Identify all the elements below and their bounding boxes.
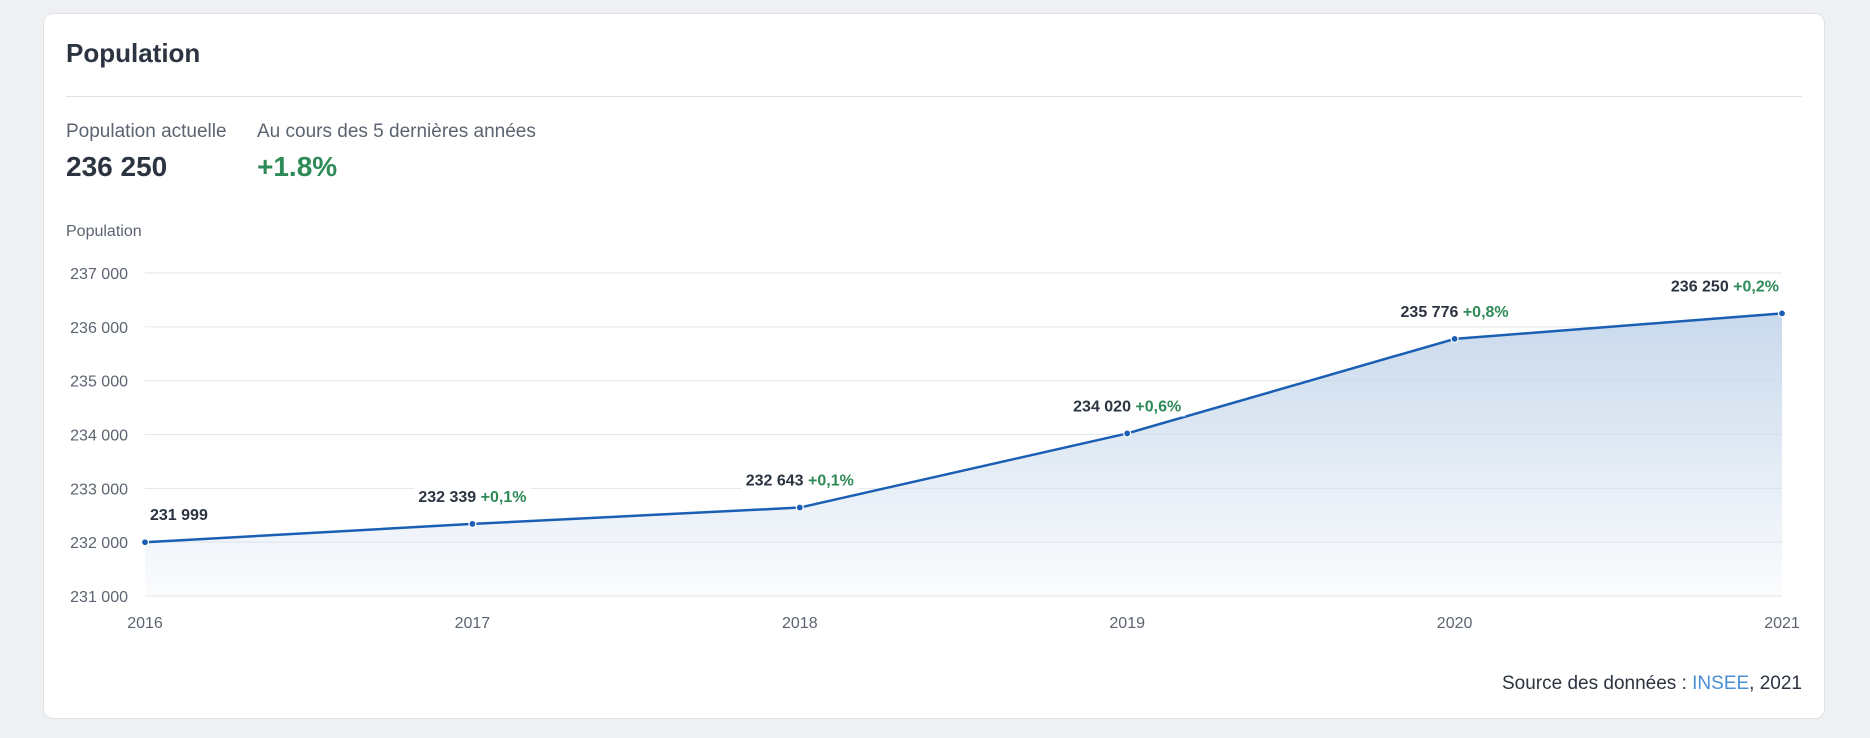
data-label-change: +0,1% <box>804 473 854 490</box>
y-tick-label: 232 000 <box>70 535 128 552</box>
series-line <box>144 312 1783 544</box>
data-label-change: +0,8% <box>1458 304 1508 321</box>
x-tick-label: 2017 <box>455 615 491 632</box>
x-tick-label: 2016 <box>127 615 163 632</box>
five-year-trend-value: +1.8% <box>257 151 338 182</box>
data-point <box>1450 334 1459 343</box>
data-source: Source des données : INSEE, 2021 <box>1502 673 1802 695</box>
current-population-stat: Population actuelle 236 250 <box>66 121 227 183</box>
y-axis-title: Population <box>66 223 142 240</box>
x-tick-label: 2020 <box>1437 615 1473 632</box>
data-label: 231 999 <box>150 507 208 524</box>
data-label-change: +0,1% <box>476 489 526 506</box>
current-population-label: Population actuelle <box>66 121 227 142</box>
data-point <box>140 538 150 547</box>
source-prefix: Source des données : <box>1502 673 1687 694</box>
data-label-value: 232 643 <box>746 473 804 490</box>
data-label: 232 339 +0,1% <box>418 489 526 506</box>
data-label-background <box>1666 277 1783 297</box>
data-label-value: 231 999 <box>150 507 208 524</box>
x-tick-label: 2021 <box>1764 615 1800 632</box>
y-tick-label: 236 000 <box>70 320 128 337</box>
data-label-background <box>414 487 531 507</box>
data-point <box>795 503 804 512</box>
source-suffix: , 2021 <box>1749 673 1802 694</box>
data-label-value: 235 776 <box>1401 304 1459 321</box>
data-label-change: +0,2% <box>1729 278 1779 295</box>
data-point <box>1777 309 1787 318</box>
five-year-trend-label: Au cours des 5 dernières années <box>257 121 536 142</box>
data-label: 234 020 +0,6% <box>1073 398 1181 415</box>
y-tick-label: 231 000 <box>70 589 128 606</box>
data-label-change: +0,6% <box>1131 398 1181 415</box>
card-title: Population <box>66 38 201 68</box>
data-label: 236 250 +0,2% <box>1671 278 1779 295</box>
x-tick-label: 2018 <box>782 615 818 632</box>
y-tick-label: 237 000 <box>70 266 128 283</box>
data-label-value: 232 339 <box>418 489 476 506</box>
insee-link[interactable]: INSEE <box>1692 673 1750 694</box>
data-label-value: 234 020 <box>1073 398 1131 415</box>
y-tick-label: 234 000 <box>70 428 128 445</box>
five-year-trend-stat: Au cours des 5 dernières années +1.8% <box>257 121 536 183</box>
data-point <box>1123 429 1132 438</box>
data-label: 232 643 +0,1% <box>746 473 854 490</box>
data-label-value: 236 250 <box>1671 278 1729 295</box>
y-tick-label: 233 000 <box>70 481 128 498</box>
data-label-background <box>1396 302 1513 322</box>
current-population-value: 236 250 <box>66 151 168 182</box>
series-area <box>145 313 1782 596</box>
y-tick-label: 235 000 <box>70 374 128 391</box>
x-tick-label: 2019 <box>1109 615 1145 632</box>
data-point <box>468 519 477 529</box>
data-label-background <box>741 471 858 491</box>
title-divider <box>66 96 1802 97</box>
data-label: 235 776 +0,8% <box>1401 304 1509 321</box>
data-label-background <box>146 506 212 526</box>
data-label-background <box>1069 397 1186 417</box>
